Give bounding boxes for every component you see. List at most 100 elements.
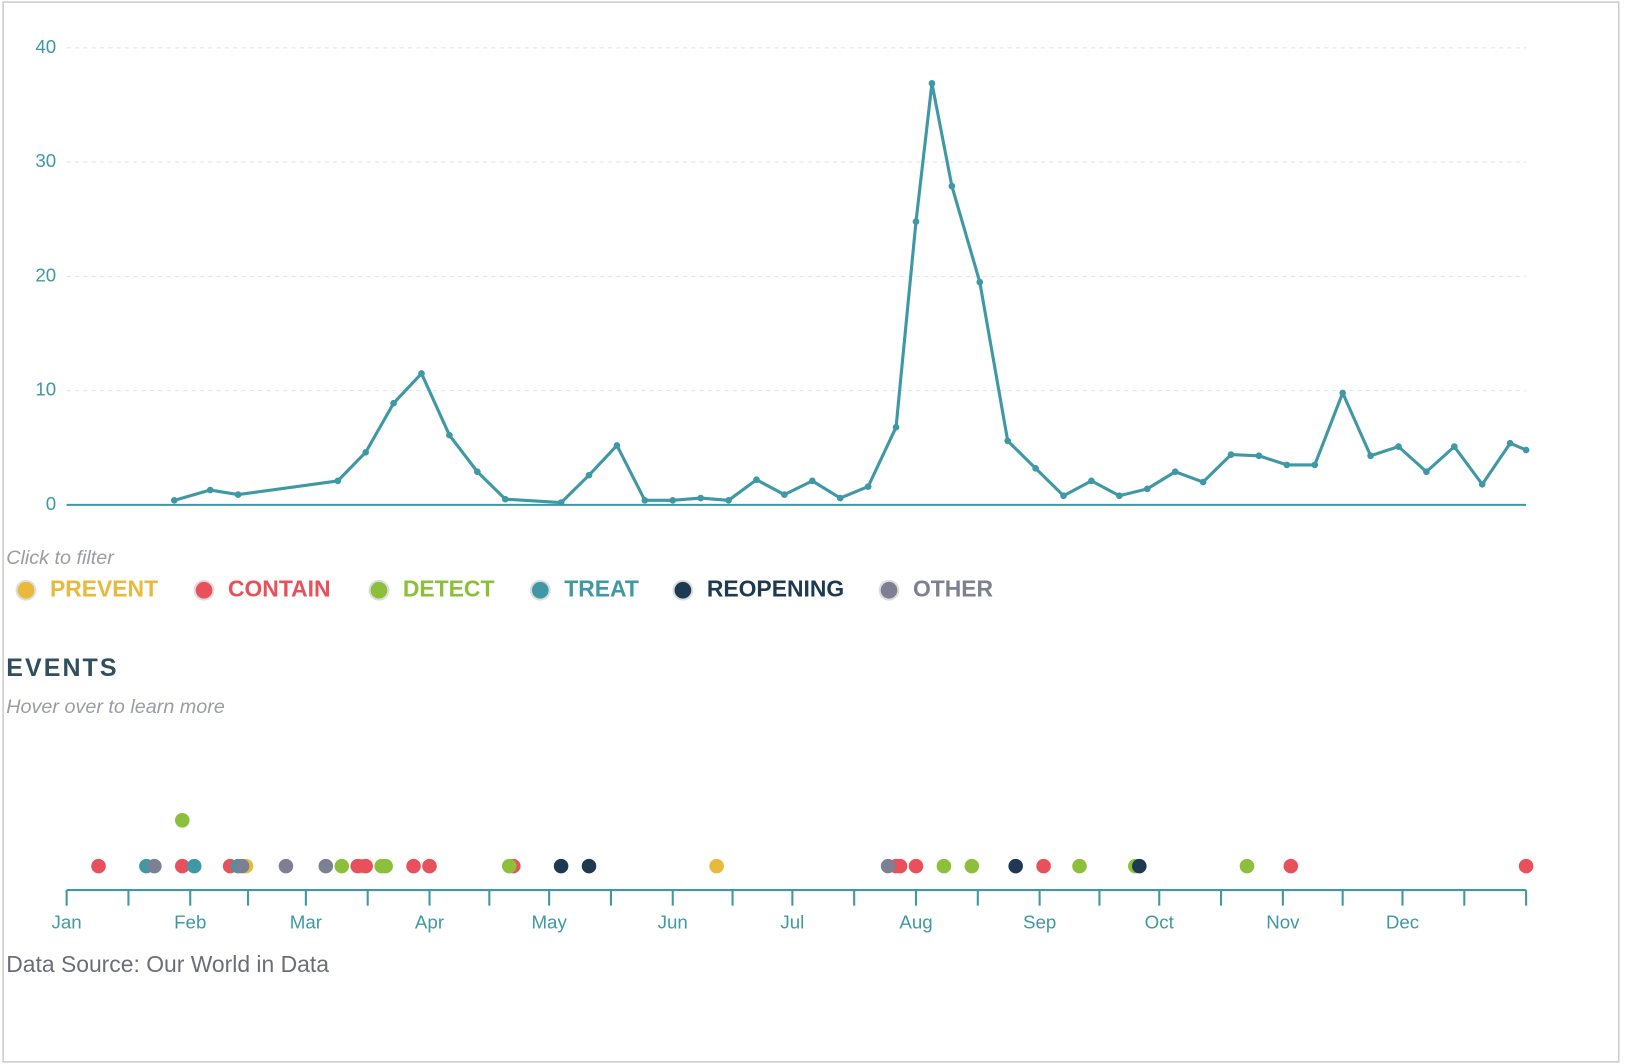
data-point: [781, 491, 788, 498]
x-tick-label: Oct: [1145, 911, 1175, 932]
data-point: [1143, 485, 1151, 493]
x-tick-label: Apr: [415, 911, 444, 932]
x-tick-label: Jun: [658, 911, 688, 932]
data-point: [1423, 468, 1430, 476]
event-dot[interactable]: [91, 858, 106, 874]
data-point: [1395, 443, 1402, 450]
x-tick-label: May: [531, 911, 567, 932]
data-point: [976, 278, 984, 286]
x-tick-label: Nov: [1266, 911, 1300, 932]
y-tick-label: 40: [35, 36, 56, 57]
event-dot[interactable]: [908, 858, 924, 874]
legend-item[interactable]: TREAT: [529, 575, 639, 601]
x-tick-label: Dec: [1386, 911, 1419, 932]
data-point: [1339, 389, 1347, 397]
legend-item[interactable]: OTHER: [878, 575, 994, 601]
data-point: [1060, 492, 1067, 500]
event-dot[interactable]: [1132, 858, 1147, 874]
event-dot[interactable]: [186, 858, 202, 874]
event-dot[interactable]: [174, 813, 190, 828]
data-point: [206, 486, 214, 494]
event-dot[interactable]: [892, 858, 908, 874]
data-point: [641, 496, 649, 504]
data-point: [1255, 452, 1263, 460]
event-dot[interactable]: [422, 858, 437, 874]
data-point: [585, 471, 593, 479]
event-dot[interactable]: [709, 858, 724, 874]
data-point: [1450, 443, 1458, 450]
event-dot[interactable]: [1072, 858, 1087, 874]
y-tick-label: 20: [35, 264, 56, 285]
data-point: [836, 494, 844, 502]
event-dot[interactable]: [936, 858, 952, 874]
data-point: [1522, 446, 1530, 454]
x-tick-label: Jul: [780, 911, 804, 932]
data-point: [725, 496, 732, 504]
event-dot[interactable]: [501, 858, 517, 874]
legend-item[interactable]: DETECT: [368, 575, 495, 601]
legend-note: Click to filter: [6, 547, 115, 569]
event-dot[interactable]: [278, 858, 294, 874]
event-dot[interactable]: [1518, 858, 1534, 874]
source: Data Source: Our World in Data: [6, 951, 329, 977]
data-point: [1506, 439, 1514, 447]
data-point: [948, 182, 956, 190]
data-point: [1199, 478, 1207, 486]
event-dot[interactable]: [147, 858, 162, 874]
data-point: [808, 477, 816, 485]
data-point: [1032, 464, 1039, 472]
data-point: [912, 218, 920, 225]
legend-item[interactable]: PREVENT: [15, 575, 158, 601]
event-dot[interactable]: [174, 858, 190, 874]
legend-item[interactable]: REOPENING: [672, 575, 845, 601]
legend-swatch: [878, 579, 900, 601]
data-point: [613, 442, 621, 449]
data-point: [362, 448, 370, 456]
legend-swatch: [193, 579, 215, 601]
data-point: [170, 496, 178, 504]
data-point: [418, 370, 425, 377]
x-tick-label: Aug: [899, 911, 932, 932]
data-point: [697, 494, 704, 502]
event-dot[interactable]: [553, 858, 569, 874]
event-dot[interactable]: [234, 858, 250, 874]
event-dot[interactable]: [1283, 858, 1299, 874]
data-point: [1478, 480, 1486, 488]
legend-label: CONTAIN: [228, 575, 331, 601]
legend-label: TREAT: [564, 575, 639, 601]
data-point: [234, 491, 242, 498]
event-dot[interactable]: [318, 858, 334, 874]
data-point: [669, 496, 677, 504]
event-dot[interactable]: [358, 858, 373, 874]
legend-swatch: [368, 579, 390, 601]
event-dot[interactable]: [334, 858, 350, 874]
legend-label: PREVENT: [50, 575, 158, 601]
event-dot[interactable]: [1239, 858, 1255, 874]
data-point: [928, 79, 936, 87]
legend-item[interactable]: CONTAIN: [193, 575, 331, 601]
event-dot[interactable]: [964, 858, 980, 874]
event-dot[interactable]: [581, 858, 597, 874]
legend-label: DETECT: [403, 575, 495, 601]
data-point: [1088, 477, 1095, 485]
event-dot[interactable]: [1008, 858, 1023, 874]
data-point: [892, 423, 900, 431]
event-dot[interactable]: [880, 858, 896, 874]
data-point: [1283, 461, 1291, 469]
legend-swatch: [672, 579, 694, 601]
legend-swatch: [529, 579, 551, 601]
event-dot[interactable]: [406, 858, 421, 874]
data-point: [1367, 452, 1374, 460]
x-tick-label: Jan: [52, 911, 82, 932]
data-point: [1116, 492, 1123, 500]
events-subtitle: Hover over to learn more: [6, 696, 225, 718]
x-tick-label: Mar: [290, 911, 322, 932]
x-tick-label: Feb: [174, 911, 206, 932]
event-dot[interactable]: [378, 858, 393, 874]
y-tick-label: 10: [35, 379, 56, 400]
x-tick-label: Sep: [1023, 911, 1056, 932]
events-title: EVENTS: [6, 654, 118, 682]
event-dot[interactable]: [1036, 858, 1051, 874]
data-point: [334, 477, 342, 485]
